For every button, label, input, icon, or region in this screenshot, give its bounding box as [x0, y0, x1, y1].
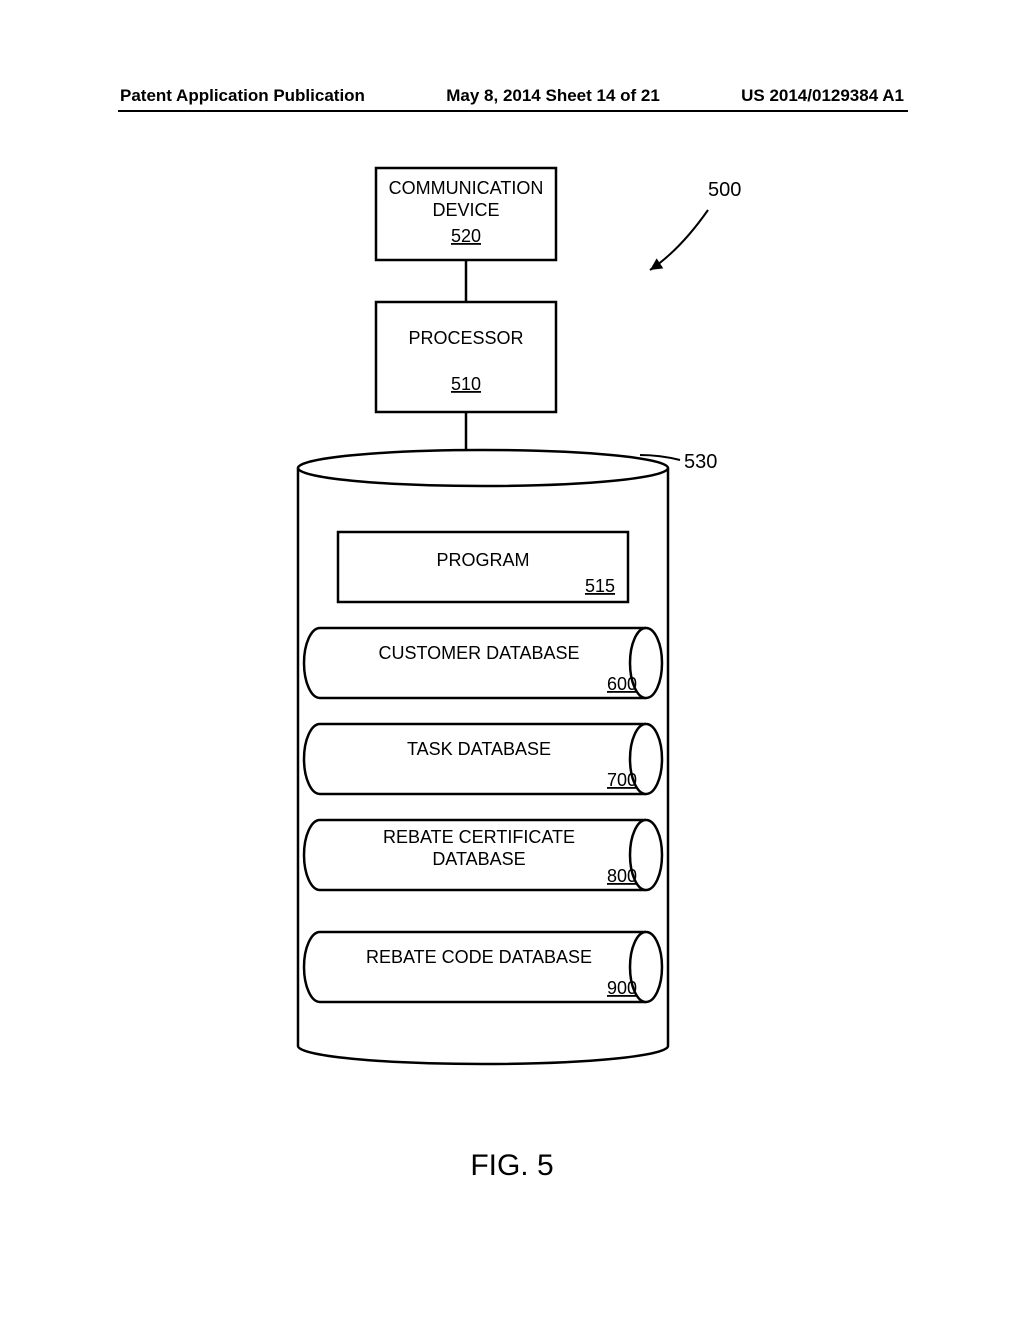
- diagram: COMMUNICATIONDEVICE 520 PROCESSOR 510 500 530…: [0, 0, 1024, 1320]
- svg-text:TASK DATABASE: TASK DATABASE: [407, 739, 551, 759]
- svg-text:800: 800: [607, 866, 637, 886]
- svg-text:700: 700: [607, 770, 637, 790]
- svg-text:PROCESSOR: PROCESSOR: [408, 328, 523, 348]
- svg-text:DEVICE: DEVICE: [432, 200, 499, 220]
- svg-text:600: 600: [607, 674, 637, 694]
- svg-text:FIG. 5: FIG. 5: [470, 1149, 553, 1182]
- svg-text:REBATE CODE DATABASE: REBATE CODE DATABASE: [366, 947, 592, 967]
- svg-text:500: 500: [708, 179, 741, 201]
- svg-text:520: 520: [451, 226, 481, 246]
- svg-text:PROGRAM: PROGRAM: [436, 550, 529, 570]
- svg-text:DATABASE: DATABASE: [432, 849, 525, 869]
- svg-text:COMMUNICATION: COMMUNICATION: [389, 178, 544, 198]
- svg-text:515: 515: [585, 576, 615, 596]
- svg-text:510: 510: [451, 374, 481, 394]
- svg-text:REBATE CERTIFICATE: REBATE CERTIFICATE: [383, 827, 575, 847]
- svg-text:900: 900: [607, 978, 637, 998]
- svg-text:530: 530: [684, 451, 717, 473]
- page: Patent Application Publication May 8, 20…: [0, 0, 1024, 1320]
- svg-text:CUSTOMER DATABASE: CUSTOMER DATABASE: [378, 643, 579, 663]
